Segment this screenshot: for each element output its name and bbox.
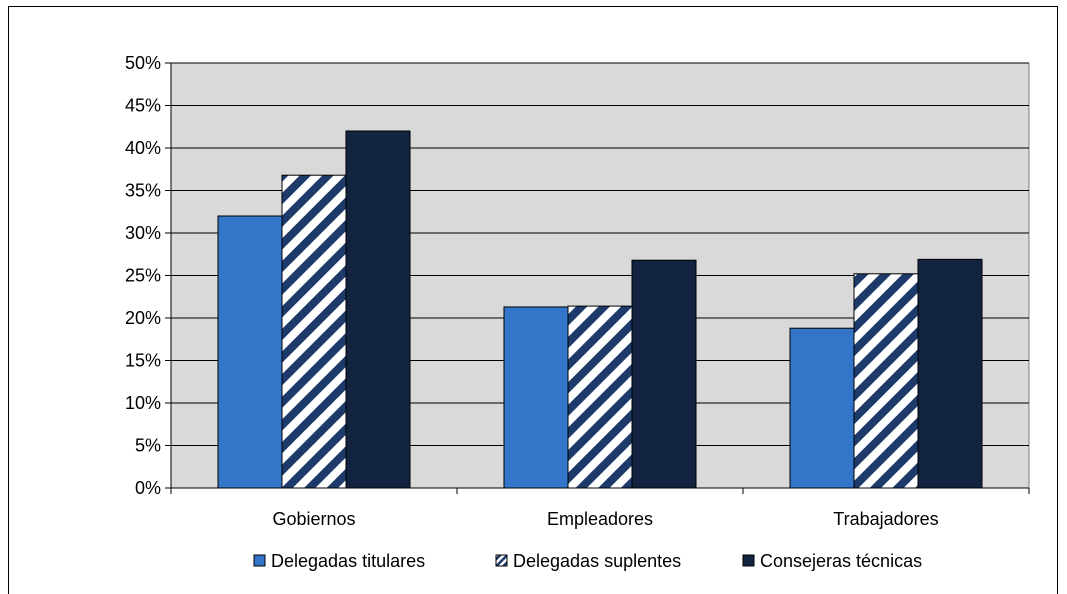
- legend-label: Delegadas suplentes: [513, 551, 681, 571]
- legend-label: Consejeras técnicas: [760, 551, 922, 571]
- bar: [631, 259, 697, 489]
- legend-swatch: [495, 554, 508, 567]
- y-tick-label: 20%: [125, 308, 161, 328]
- bar: [917, 258, 983, 489]
- y-tick-label: 30%: [125, 223, 161, 243]
- bar: [345, 130, 411, 489]
- y-tick-label: 0%: [135, 478, 161, 498]
- y-tick-label: 40%: [125, 138, 161, 158]
- legend-swatch: [742, 554, 755, 567]
- bar: [281, 174, 347, 489]
- y-tick-label: 10%: [125, 393, 161, 413]
- bar: [503, 306, 569, 489]
- y-tick-label: 50%: [125, 53, 161, 73]
- y-tick-label: 15%: [125, 351, 161, 371]
- legend-label: Delegadas titulares: [271, 551, 425, 571]
- x-tick-label: Empleadores: [547, 509, 653, 529]
- bar: [789, 327, 855, 489]
- x-tick-label: Trabajadores: [833, 509, 938, 529]
- x-tick-label: Gobiernos: [272, 509, 355, 529]
- bar: [217, 215, 283, 489]
- y-tick-label: 35%: [125, 181, 161, 201]
- bar: [853, 273, 919, 489]
- bar: [567, 305, 633, 489]
- y-tick-label: 5%: [135, 436, 161, 456]
- y-tick-label: 25%: [125, 266, 161, 286]
- legend-swatch: [253, 554, 266, 567]
- y-tick-label: 45%: [125, 96, 161, 116]
